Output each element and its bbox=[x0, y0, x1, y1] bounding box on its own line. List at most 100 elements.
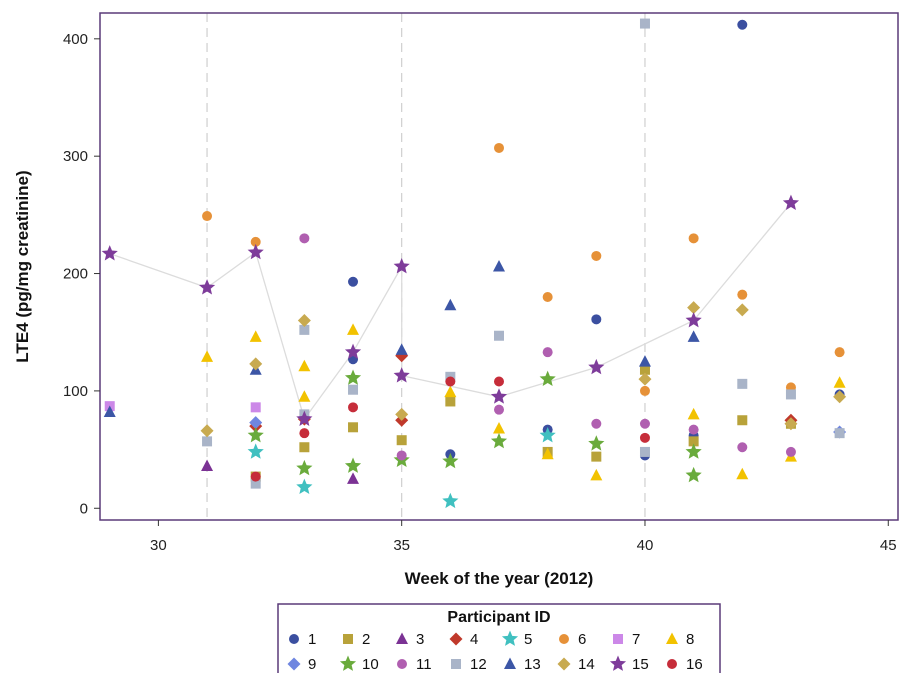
series-16-point-1 bbox=[299, 428, 310, 439]
legend-marker-6 bbox=[559, 634, 569, 644]
legend-marker-12 bbox=[451, 659, 461, 669]
series-8-point-12 bbox=[833, 376, 846, 388]
series-11-point-8 bbox=[785, 446, 796, 457]
series-8-point-9 bbox=[687, 407, 700, 420]
series-14-point-1 bbox=[249, 357, 263, 371]
series-16-point-3 bbox=[445, 376, 456, 387]
legend-marker-7 bbox=[613, 634, 623, 644]
series-11-point-0 bbox=[299, 233, 310, 244]
legend-entry-4: 4 bbox=[449, 631, 478, 648]
x-tick-label: 30 bbox=[150, 537, 167, 554]
legend-entry-8: 8 bbox=[666, 631, 694, 648]
legend-marker-13 bbox=[504, 657, 516, 669]
series-10-point-5 bbox=[442, 452, 459, 469]
series-14-point-3 bbox=[395, 407, 409, 421]
series-13-point-3 bbox=[444, 298, 457, 311]
series-16-point-4 bbox=[494, 376, 504, 387]
series-12-point-0 bbox=[202, 436, 213, 447]
series-10-point-9 bbox=[685, 443, 702, 459]
series-6-point-0 bbox=[202, 211, 213, 222]
series-2-point-9 bbox=[737, 415, 748, 426]
series-1-point-4 bbox=[591, 314, 602, 325]
y-tick-label: 0 bbox=[80, 500, 88, 517]
y-tick-label: 300 bbox=[63, 148, 88, 165]
series-14-point-6 bbox=[735, 303, 749, 317]
series-12-point-10 bbox=[785, 389, 796, 400]
series-13-point-5 bbox=[638, 355, 651, 367]
legend-entry-7: 7 bbox=[613, 631, 640, 648]
legend: Participant ID 1 2 3 4 5 6 7 89 10 11 12 13 14 15 16 bbox=[277, 603, 721, 673]
series-16-point-0 bbox=[250, 471, 261, 482]
series-16-point-2 bbox=[348, 402, 359, 413]
series-13-point-2 bbox=[395, 343, 408, 355]
y-axis: 0 100 200 300 400 bbox=[63, 31, 100, 517]
series-6-point-9 bbox=[834, 347, 845, 358]
series-6-point-5 bbox=[639, 385, 650, 396]
series-12-point-2 bbox=[299, 324, 310, 335]
series-10-point-7 bbox=[539, 370, 556, 387]
legend-marker-10 bbox=[339, 655, 357, 671]
x-tick-label: 40 bbox=[637, 537, 654, 554]
series-8-point-8 bbox=[590, 468, 603, 481]
legend-label-7: 7 bbox=[632, 631, 640, 648]
series-10-point-10 bbox=[685, 466, 702, 483]
legend-entry-11: 11 bbox=[397, 656, 432, 673]
series-14-point-4 bbox=[638, 372, 652, 386]
series-1-point-1 bbox=[348, 276, 359, 287]
legend-entry-3: 3 bbox=[396, 631, 424, 648]
legend-entry-5: 5 bbox=[501, 630, 532, 648]
series-12-point-4 bbox=[348, 384, 359, 395]
series-8-point-10 bbox=[736, 467, 749, 480]
series-13-point-6 bbox=[687, 330, 700, 342]
series-6-point-3 bbox=[542, 292, 553, 303]
legend-label-1: 1 bbox=[308, 631, 316, 648]
legend-marker-2 bbox=[343, 634, 353, 644]
series-8-point-7 bbox=[541, 447, 554, 460]
series-15-point-0 bbox=[101, 245, 118, 261]
series-8-point-3 bbox=[298, 390, 311, 402]
legend-marker-14 bbox=[557, 657, 571, 671]
series-8-point-5 bbox=[444, 385, 457, 398]
series-5-point-2 bbox=[442, 492, 459, 509]
legend-label-11: 11 bbox=[416, 656, 432, 673]
series-8-point-4 bbox=[347, 323, 360, 335]
legend-label-16: 16 bbox=[686, 656, 703, 673]
legend-entry-16: 16 bbox=[667, 656, 703, 673]
legend-entry-6: 6 bbox=[559, 631, 586, 648]
series-8-point-0 bbox=[201, 350, 214, 362]
series-15-point-2 bbox=[247, 243, 264, 260]
series-13-point-0 bbox=[103, 405, 116, 418]
series-8-point-1 bbox=[249, 330, 262, 342]
y-tick-label: 400 bbox=[63, 31, 88, 48]
series-12-point-9 bbox=[737, 378, 748, 389]
series-10-point-0 bbox=[247, 427, 264, 443]
legend-entry-12: 12 bbox=[451, 656, 487, 673]
legend-frame bbox=[277, 603, 721, 673]
series-10-point-6 bbox=[490, 432, 508, 449]
series-7-point-1 bbox=[250, 402, 261, 413]
legend-marker-11 bbox=[397, 659, 407, 669]
series-13-point-4 bbox=[493, 260, 505, 272]
series-11-point-6 bbox=[688, 424, 699, 435]
series-10-point-2 bbox=[344, 457, 362, 473]
legend-entry-1: 1 bbox=[289, 631, 316, 648]
series-6-point-7 bbox=[737, 289, 748, 300]
legend-marker-4 bbox=[449, 632, 463, 646]
series-10-point-8 bbox=[588, 435, 605, 451]
series-14-point-0 bbox=[200, 424, 214, 438]
series-14-point-8 bbox=[833, 390, 847, 404]
series-1-point-7 bbox=[737, 19, 748, 30]
legend-entry-10: 10 bbox=[339, 655, 379, 673]
x-tick-label: 45 bbox=[880, 537, 897, 554]
series-15-point-7 bbox=[490, 388, 508, 404]
legend-items: 1 2 3 4 5 6 7 89 10 11 12 13 14 15 16 bbox=[287, 630, 703, 673]
legend-marker-8 bbox=[666, 632, 678, 644]
series-12-point-7 bbox=[639, 18, 650, 29]
series-5-point-1 bbox=[296, 478, 313, 495]
x-axis: 30 35 40 45 bbox=[150, 520, 897, 554]
series-11-point-3 bbox=[542, 347, 553, 358]
series-15-point-6 bbox=[393, 367, 410, 383]
series-11-point-4 bbox=[591, 418, 602, 429]
legend-title: Participant ID bbox=[447, 609, 550, 626]
